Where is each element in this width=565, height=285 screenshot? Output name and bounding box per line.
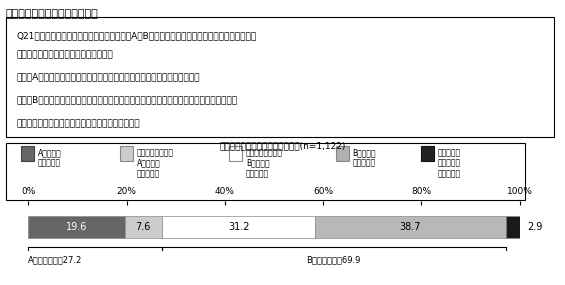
Bar: [162, 216, 315, 238]
Bar: [120, 146, 133, 161]
Bar: [125, 216, 162, 238]
Text: 図７　医療機関の受診のあり方: 図７ 医療機関の受診のあり方: [6, 9, 98, 19]
Text: あなたはどちらに賛成しますか。: あなたはどちらに賛成しますか。: [16, 51, 114, 60]
Text: どちらとも
いえない・
わからない: どちらとも いえない・ わからない: [438, 148, 461, 178]
FancyBboxPatch shape: [6, 142, 525, 200]
Text: どちらかといえば
Bの意見に
賛成である: どちらかといえば Bの意見に 賛成である: [246, 148, 283, 178]
Bar: [506, 216, 520, 238]
Bar: [229, 146, 242, 161]
Text: 19.6: 19.6: [66, 222, 87, 232]
Text: Q21　医療機関の受診のあり方として、次のAとBの２つの考え方について議論されています。: Q21 医療機関の受診のあり方として、次のAとBの２つの考え方について議論されて…: [16, 31, 257, 40]
FancyBboxPatch shape: [6, 17, 554, 137]
Text: Aに賛成（計）27.2: Aに賛成（計）27.2: [28, 255, 82, 264]
Text: B　最初にかかりつけ医など決まった医師を受診し、その医師の判断で必要に応じて: B 最初にかかりつけ医など決まった医師を受診し、その医師の判断で必要に応じて: [16, 95, 238, 104]
Bar: [21, 146, 34, 161]
Text: Bの意見に
賛成である: Bの意見に 賛成である: [353, 148, 376, 168]
Text: A　病気の程度に関わらず、自分の判断で選んだ医療機関を受診する: A 病気の程度に関わらず、自分の判断で選んだ医療機関を受診する: [16, 72, 200, 81]
Text: 7.6: 7.6: [136, 222, 151, 232]
Bar: [336, 146, 349, 161]
Text: どちらかといえば
Aの意見に
賛成である: どちらかといえば Aの意見に 賛成である: [137, 148, 173, 178]
Text: 2.9: 2.9: [527, 222, 542, 232]
Bar: [28, 216, 125, 238]
Bar: [421, 146, 434, 161]
Text: 専門医療機関を紹介してもらい受診する: 専門医療機関を紹介してもらい受診する: [16, 119, 140, 128]
Bar: [315, 216, 506, 238]
Text: Bに賛成（計）69.9: Bに賛成（計）69.9: [307, 255, 361, 264]
Text: 38.7: 38.7: [399, 222, 421, 232]
Text: 医療機関の受診のあり方について(n=1,122): 医療機関の受診のあり方について(n=1,122): [219, 141, 346, 150]
Text: Aの意見に
賛成である: Aの意見に 賛成である: [38, 148, 62, 168]
Text: 31.2: 31.2: [228, 222, 249, 232]
